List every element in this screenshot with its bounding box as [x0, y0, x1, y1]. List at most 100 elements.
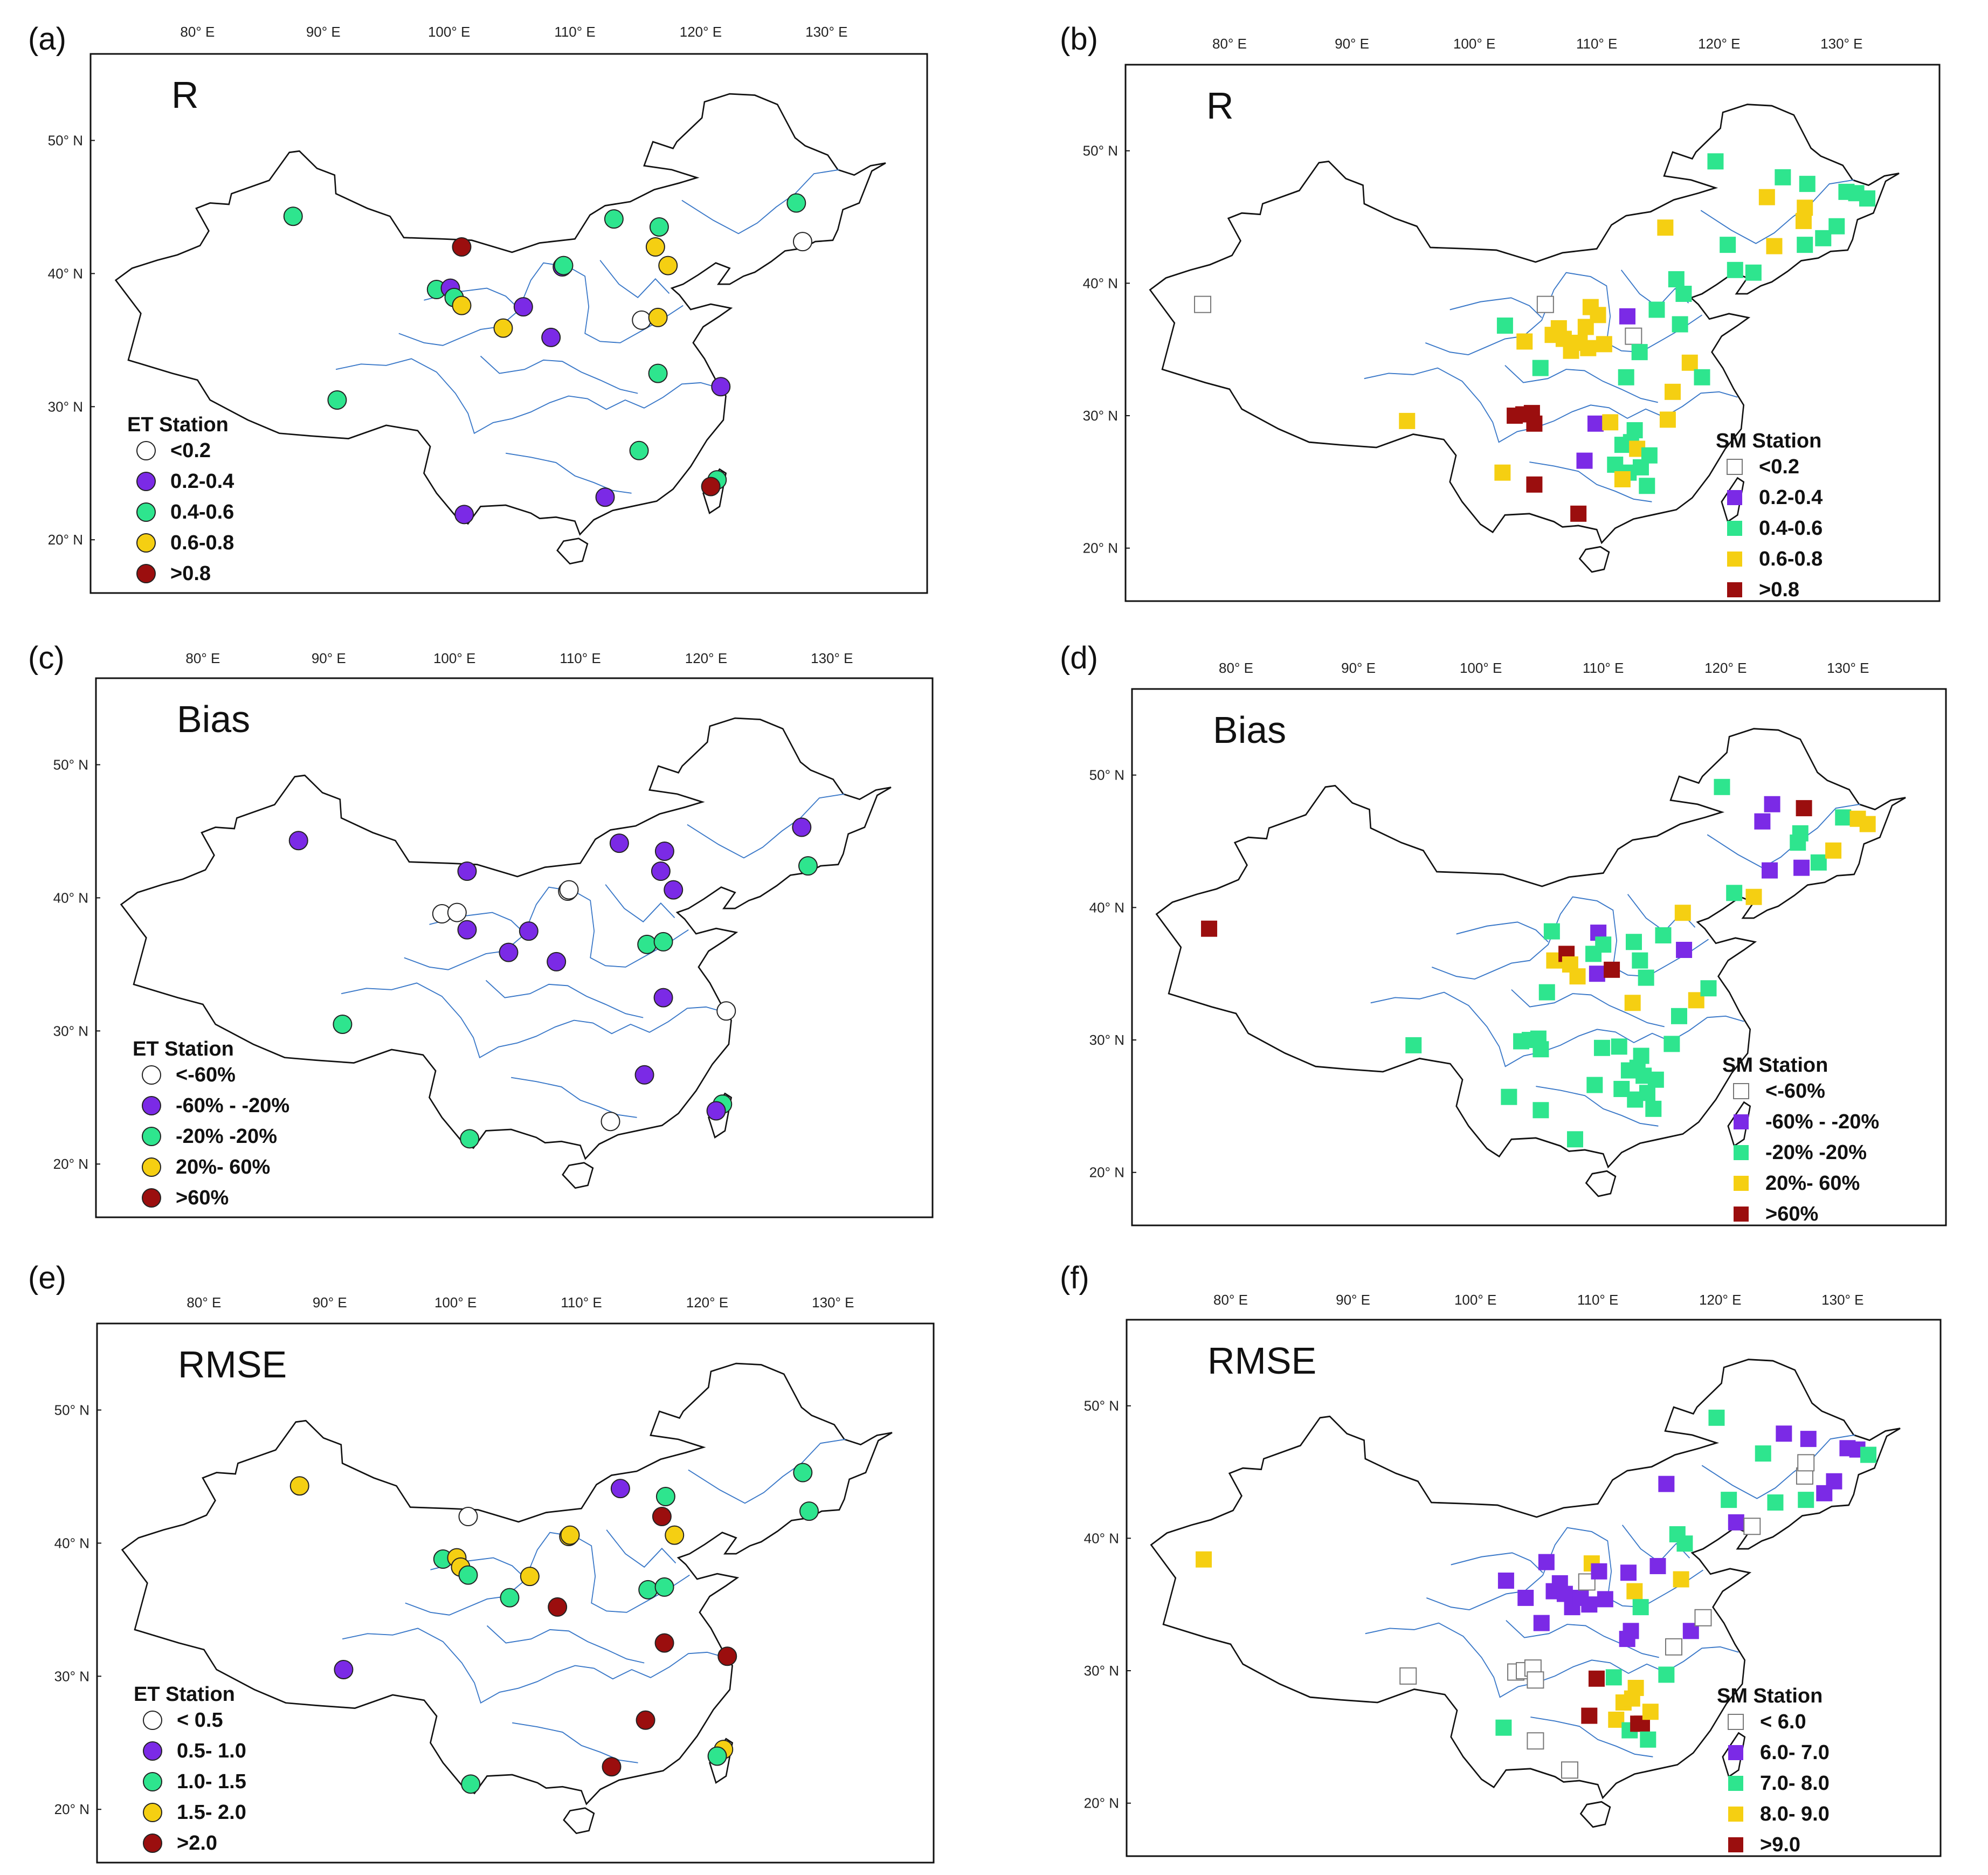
legend-swatch [143, 1833, 162, 1853]
legend-swatch [143, 1741, 162, 1761]
et-station-marker [461, 1774, 481, 1794]
sm-station-marker [1517, 1589, 1534, 1606]
map-panel-f: 80° E 90° E 100° E 110° E 120° E 130° E 50° N 4… [1084, 1292, 1942, 1857]
legend-label: 7.0- 8.0 [1760, 1772, 1830, 1795]
et-station-marker [664, 880, 684, 900]
et-station-marker [798, 856, 818, 876]
legend: ET Station <0.2 0.2-0.4 0.4-0.6 0.6-0.8 >0.8 [127, 413, 234, 585]
legend-swatch [142, 1096, 161, 1115]
sm-station-marker [1536, 295, 1554, 313]
et-station-marker [493, 318, 513, 338]
legend-label: >60% [176, 1187, 229, 1209]
lon-tick-label: 120° E [1699, 1292, 1741, 1308]
legend-label: 6.0- 7.0 [1760, 1741, 1830, 1764]
sm-station-marker [1674, 905, 1691, 921]
map-title: Bias [177, 698, 250, 740]
sm-station-marker [1767, 1494, 1784, 1511]
et-station-marker [595, 487, 615, 507]
lon-tick-label: 130° E [805, 24, 847, 40]
legend-label: >60% [1765, 1203, 1818, 1225]
legend-swatch [136, 564, 156, 583]
sm-station-marker [1665, 1638, 1682, 1656]
sm-station-marker [1527, 1671, 1544, 1689]
sm-station-marker [1587, 415, 1604, 432]
sm-station-marker [1494, 464, 1511, 481]
sm-station-marker [1694, 369, 1710, 385]
lat-tick-label: 50° N [53, 756, 88, 773]
lon-tick-label: 80° E [1212, 36, 1247, 52]
et-station-marker [541, 327, 561, 347]
legend-swatch [1728, 1807, 1743, 1822]
legend-title: SM Station [1717, 1685, 1823, 1707]
sm-station-marker [1581, 1596, 1598, 1613]
et-station-marker [283, 206, 303, 226]
sm-station-marker [1580, 340, 1597, 356]
lon-tick-label: 100° E [428, 24, 470, 40]
legend-swatch [1727, 521, 1742, 536]
et-station-marker [637, 934, 657, 954]
et-station-marker [655, 1486, 675, 1506]
et-station-marker [602, 1757, 622, 1777]
et-station-marker [706, 1101, 726, 1121]
et-station-marker [792, 232, 812, 252]
legend-swatch [142, 1065, 161, 1085]
sm-station-marker [1792, 825, 1808, 842]
sm-station-marker [1673, 1571, 1689, 1588]
sm-station-marker [1626, 1583, 1643, 1600]
sm-station-marker [1799, 176, 1816, 192]
panel-label-e: (e) [28, 1260, 66, 1295]
sm-station-marker [1714, 778, 1730, 795]
legend-swatch [1727, 459, 1743, 475]
et-station-marker [447, 902, 467, 922]
sm-station-marker [1533, 1615, 1550, 1631]
sm-station-marker [1707, 153, 1724, 170]
et-station-marker [499, 942, 519, 962]
sm-station-marker [1664, 383, 1681, 400]
sm-station-marker [1532, 360, 1549, 376]
sm-station-marker [1633, 1047, 1649, 1064]
sm-station-marker [1645, 1100, 1662, 1117]
legend-label: 1.5- 2.0 [177, 1801, 246, 1824]
legend-swatch [1728, 1776, 1743, 1791]
lon-tick-label: 130° E [1820, 36, 1862, 52]
sm-station-marker [1727, 261, 1743, 278]
sm-station-marker [1764, 796, 1780, 812]
sm-station-marker [1648, 301, 1665, 318]
lon-tick-label: 100° E [434, 1294, 477, 1311]
sm-station-marker [1721, 1492, 1737, 1508]
sm-station-marker [1810, 854, 1827, 871]
lon-tick-label: 130° E [1827, 660, 1869, 676]
lon-tick-label: 110° E [1583, 660, 1624, 676]
sm-station-marker [1728, 1514, 1744, 1531]
sm-station-marker [1605, 1669, 1622, 1686]
lat-tick-label: 40° N [1083, 275, 1118, 291]
et-station-marker [648, 307, 668, 327]
panel-label-c: (c) [28, 640, 65, 675]
et-station-marker [645, 237, 665, 257]
lat-tick-label: 50° N [54, 1402, 89, 1418]
sm-station-marker [1627, 1679, 1644, 1696]
sm-station-marker [1758, 189, 1775, 205]
sm-station-marker [1828, 218, 1845, 235]
lon-tick-label: 120° E [685, 650, 727, 666]
et-station-marker [333, 1014, 353, 1034]
sm-station-marker [1676, 1535, 1693, 1552]
lat-tick-label: 30° N [54, 1668, 89, 1684]
sm-station-marker [1726, 885, 1743, 901]
et-station-marker [665, 1525, 685, 1545]
sm-station-marker [1501, 1088, 1517, 1105]
legend-title: SM Station [1716, 430, 1821, 452]
legend-swatch [143, 1772, 162, 1791]
legend-label: 0.2-0.4 [170, 470, 234, 493]
legend-label: -20% -20% [176, 1125, 277, 1148]
et-station-marker [560, 1525, 580, 1545]
lat-tick-label: 20° N [1084, 1795, 1119, 1811]
lon-tick-label: 80° E [1219, 660, 1253, 676]
et-station-marker [334, 1659, 354, 1679]
sm-station-marker [1860, 1446, 1877, 1463]
legend-label: 0.4-0.6 [1759, 517, 1823, 540]
sm-station-marker [1631, 344, 1648, 361]
sm-station-marker [1659, 411, 1676, 428]
legend: SM Station < 6.0 6.0- 7.0 7.0- 8.0 8.0- 9.0 >… [1717, 1685, 1830, 1856]
sm-station-marker [1754, 813, 1771, 830]
